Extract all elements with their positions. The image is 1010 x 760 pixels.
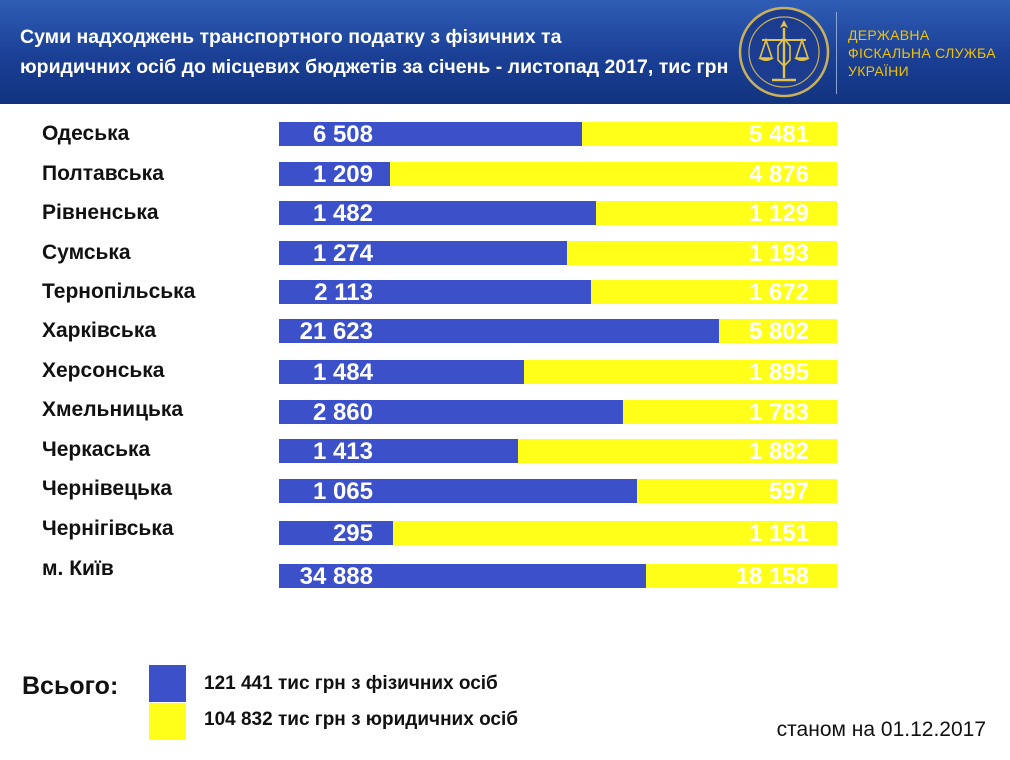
legend-swatch-juridical — [149, 703, 186, 740]
region-label: м. Київ — [42, 557, 114, 580]
bar-juridical: 1 274 1 193 — [279, 240, 837, 267]
page-title: Суми надходжень транспортного податку з … — [20, 26, 729, 78]
value-label-juridical: 4 876 — [748, 161, 809, 188]
bar-juridical: 1 482 1 129 — [279, 200, 837, 227]
bar-physical — [279, 360, 524, 384]
header-banner: Суми надходжень транспортного податку з … — [0, 0, 1010, 104]
fiscal-service-emblem-icon — [738, 6, 830, 98]
legend-swatch-physical — [149, 665, 186, 702]
value-label-physical: 1 482 — [312, 200, 373, 227]
region-label: Чернігівська — [42, 517, 174, 540]
value-label-physical: 2 860 — [312, 399, 373, 426]
bar-physical — [279, 479, 637, 503]
agency-line-2: ФІСКАЛЬНА СЛУЖБА — [848, 45, 996, 61]
value-label-physical: 1 209 — [312, 161, 373, 188]
agency-line-1: ДЕРЖАВНА — [848, 27, 930, 43]
value-label-juridical: 18 158 — [735, 563, 809, 590]
value-label-physical: 2 113 — [314, 279, 373, 306]
bar-physical — [279, 439, 518, 463]
as-of-date: станом на 01.12.2017 — [776, 718, 986, 741]
bar-juridical: 6 508 5 481 — [279, 121, 837, 148]
bar-juridical: 21 623 5 802 — [279, 318, 837, 345]
value-label-physical: 1 274 — [312, 240, 373, 267]
bar-physical — [279, 122, 582, 146]
bar-physical — [279, 521, 393, 545]
region-label: Хмельницька — [42, 398, 184, 421]
header-divider — [836, 12, 837, 94]
bar-juridical: 1 484 1 895 — [279, 359, 837, 386]
region-label: Полтавська — [42, 162, 164, 185]
bar-physical — [279, 162, 390, 186]
bar-juridical: 1 209 4 876 — [279, 161, 837, 188]
bar-juridical: 2 113 1 672 — [279, 279, 837, 306]
total-label: Всього: — [22, 672, 119, 700]
bar-juridical: 34 888 18 158 — [279, 563, 837, 590]
bar-juridical: 2 860 1 783 — [279, 399, 837, 426]
legend-text-physical: 121 441 тис грн з фізичних осіб — [204, 673, 498, 694]
bar-juridical: 1 065 597 — [279, 478, 837, 505]
value-label-juridical: 5 802 — [748, 318, 809, 345]
region-label: Одеська — [42, 122, 130, 145]
bar-physical — [279, 400, 623, 424]
value-label-physical: 34 888 — [299, 563, 373, 590]
legend-text-juridical: 104 832 тис грн з юридичних осіб — [204, 709, 519, 730]
region-label: Сумська — [42, 241, 131, 264]
value-label-juridical: 1 151 — [748, 520, 809, 547]
value-label-juridical: 597 — [768, 478, 809, 505]
value-label-juridical: 1 672 — [748, 279, 809, 306]
agency-name: ДЕРЖАВНА ФІСКАЛЬНА СЛУЖБА УКРАЇНИ — [848, 26, 1008, 80]
value-label-juridical: 1 895 — [748, 359, 809, 386]
region-label: Тернопільська — [42, 280, 196, 303]
bar-physical — [279, 241, 567, 265]
bar-physical — [279, 280, 591, 304]
region-label: Чернівецька — [42, 477, 173, 500]
agency-line-3: УКРАЇНИ — [848, 63, 909, 79]
region-label: Черкаська — [42, 438, 151, 461]
bar-physical — [279, 201, 596, 225]
bar-physical — [279, 319, 719, 343]
value-label-juridical: 1 193 — [748, 240, 809, 267]
region-label: Рівненська — [42, 201, 159, 224]
region-label: Харківська — [42, 319, 157, 342]
region-label: Херсонська — [42, 359, 165, 382]
value-label-physical: 1 065 — [312, 478, 373, 505]
value-label-physical: 1 413 — [312, 438, 373, 465]
value-label-juridical: 1 882 — [748, 438, 809, 465]
value-label-juridical: 5 481 — [748, 121, 809, 148]
value-label-juridical: 1 129 — [748, 200, 809, 227]
value-label-physical: 6 508 — [312, 121, 373, 148]
value-label-physical: 295 — [332, 520, 373, 547]
value-label-physical: 21 623 — [299, 318, 373, 345]
value-label-physical: 1 484 — [312, 359, 373, 386]
bar-physical — [279, 564, 646, 588]
bar-juridical: 295 1 151 — [279, 520, 837, 547]
value-label-juridical: 1 783 — [748, 399, 809, 426]
bar-juridical: 1 413 1 882 — [279, 438, 837, 465]
